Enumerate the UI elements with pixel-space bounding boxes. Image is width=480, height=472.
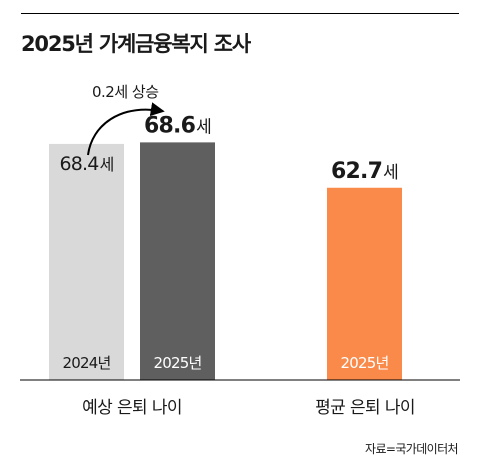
category-label: 예상 은퇴 나이 bbox=[82, 398, 182, 418]
bar-1-0 bbox=[327, 187, 402, 380]
bar-value-label: 68.6세 bbox=[144, 113, 211, 138]
chart-title: 2025년 가계금융복지 조사 bbox=[21, 32, 251, 56]
increase-annotation: 0.2세 상승 bbox=[92, 83, 159, 101]
increase-arrow bbox=[87, 102, 165, 156]
bar-year-label: 2025년 bbox=[341, 354, 389, 372]
source-note: 자료=국가데이터처 bbox=[365, 442, 459, 456]
bar-year-label: 2024년 bbox=[63, 354, 111, 372]
bar-0-0 bbox=[49, 143, 124, 380]
category-label: 평균 은퇴 나이 bbox=[315, 398, 415, 418]
bar-0-1 bbox=[140, 142, 215, 380]
bar-value-label: 68.4세 bbox=[59, 153, 113, 175]
bar-value-label: 62.7세 bbox=[331, 159, 398, 184]
bar-year-label: 2025년 bbox=[154, 354, 202, 372]
top-rule bbox=[21, 13, 459, 14]
